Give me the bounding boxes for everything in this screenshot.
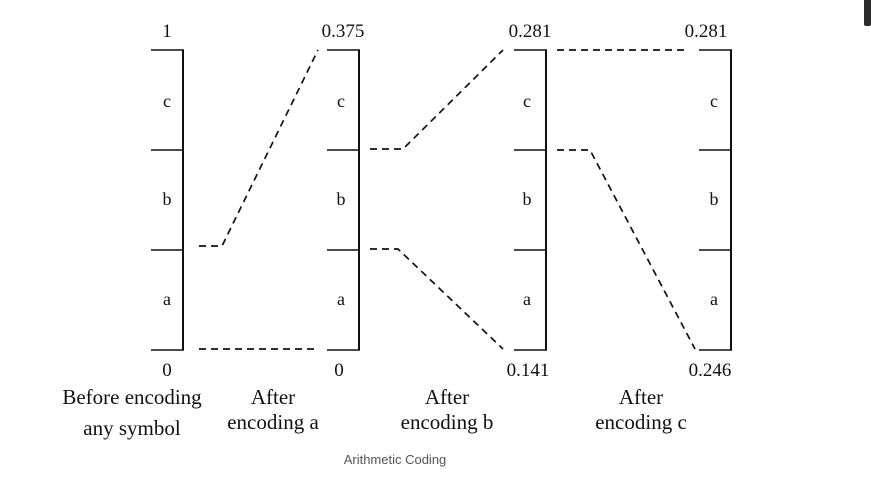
segment-label-c: c	[710, 91, 718, 111]
connector-a-upper	[199, 49, 319, 247]
column-caption-line-1: After	[251, 385, 295, 409]
scrollbar-thumb[interactable]	[864, 0, 871, 26]
figure-caption: Arithmetic Coding	[343, 452, 447, 467]
column-caption-line-1: After	[425, 385, 469, 409]
connector-b-lower	[370, 248, 504, 350]
segment-label-b: b	[163, 189, 172, 209]
interval-column-1: 1 c b a 0 Before encoding any symbol	[62, 21, 202, 440]
segment-label-a: a	[163, 289, 171, 309]
segment-label-c: c	[523, 91, 531, 111]
top-value-label: 1	[162, 21, 172, 42]
segment-label-c: c	[337, 91, 345, 111]
connector-c-lower	[557, 149, 696, 350]
segment-label-b: b	[523, 189, 532, 209]
segment-label-b: b	[710, 189, 719, 209]
interval-column-2: 0.375 c b a 0 After encoding a	[227, 21, 364, 434]
column-caption-line-1: After	[619, 385, 663, 409]
connector-b-upper	[370, 49, 504, 150]
column-caption-line-2: encoding b	[401, 410, 494, 434]
bottom-value-label: 0	[162, 360, 172, 381]
bottom-value-label: 0.141	[507, 360, 550, 381]
bottom-value-label: 0.246	[689, 360, 732, 381]
segment-label-a: a	[337, 289, 345, 309]
top-value-label: 0.281	[685, 21, 728, 42]
column-caption-line-1: Before encoding	[62, 385, 202, 409]
interval-column-4: 0.281 c b a 0.246 After encoding c	[595, 21, 732, 434]
segment-label-a: a	[710, 289, 718, 309]
column-caption-line-2: encoding c	[595, 410, 687, 434]
column-caption-line-2: encoding a	[227, 410, 319, 434]
zoom-connectors	[199, 49, 696, 350]
segment-label-b: b	[337, 189, 346, 209]
top-value-label: 0.281	[509, 21, 552, 42]
segment-label-c: c	[163, 91, 171, 111]
top-value-label: 0.375	[322, 21, 365, 42]
segment-label-a: a	[523, 289, 531, 309]
column-caption-line-2: any symbol	[83, 416, 181, 440]
interval-column-3: 0.281 c b a 0.141 After encoding b	[401, 21, 552, 434]
bottom-value-label: 0	[334, 360, 344, 381]
